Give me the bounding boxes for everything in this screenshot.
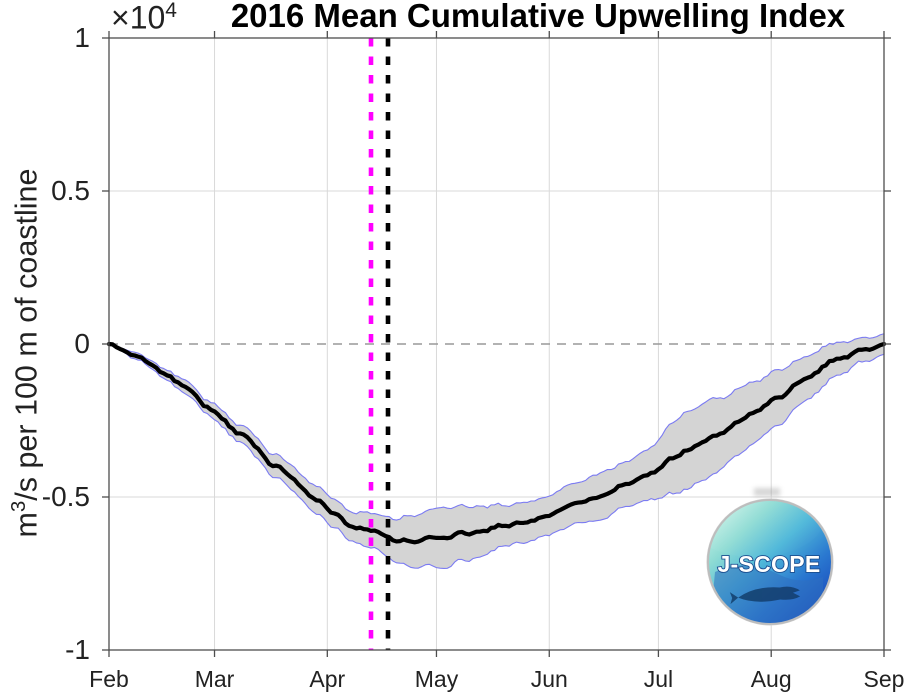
- svg-text:J-SCOPE: J-SCOPE: [717, 551, 820, 577]
